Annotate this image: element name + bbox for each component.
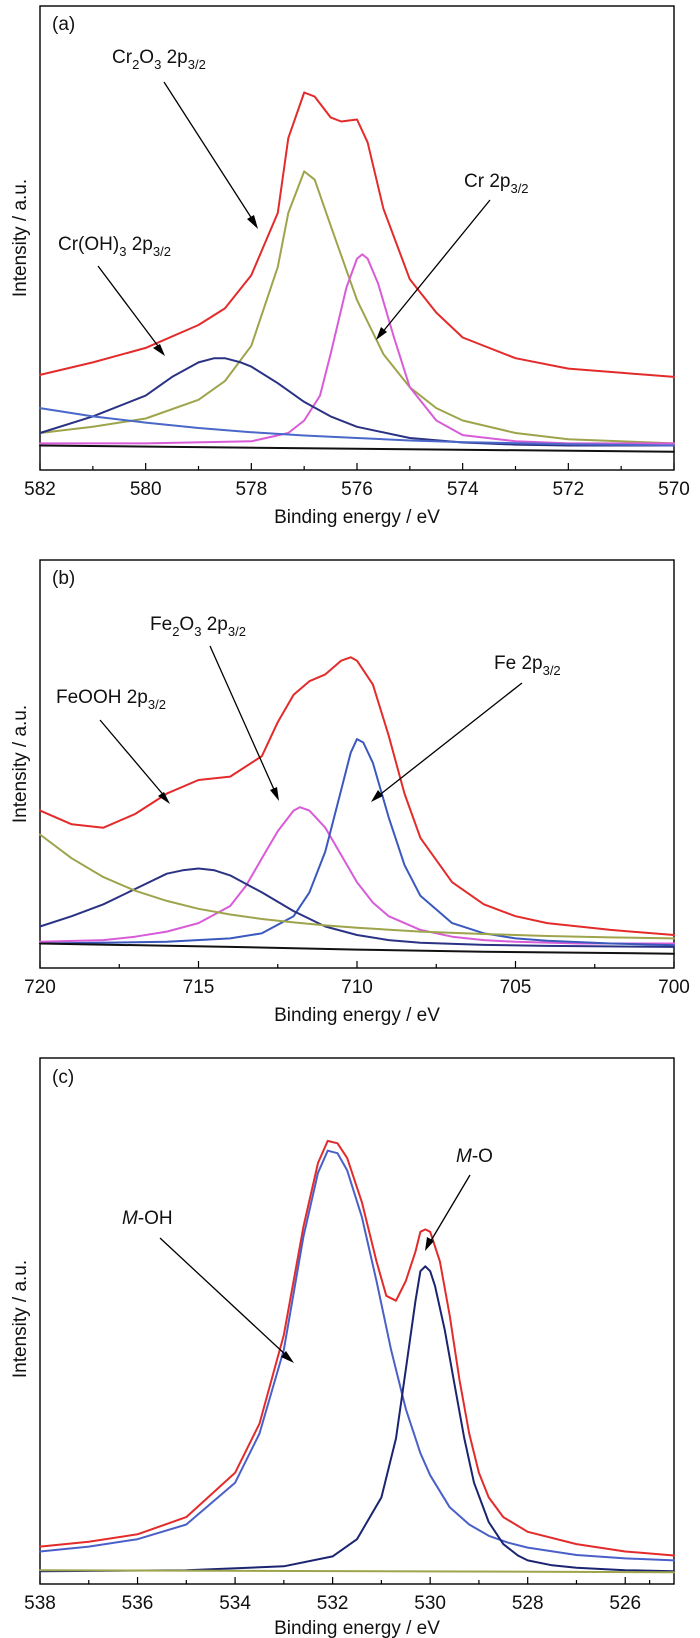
panel-a-x-tick-label: 570 <box>658 479 690 500</box>
arrow-m-o <box>428 1174 471 1245</box>
arrow-cr2o3 <box>163 81 255 223</box>
panel-c-x-tick-label: 532 <box>317 1593 349 1614</box>
panel-a-series-cr2o3 <box>39 170 675 445</box>
panel-a-series-cr-metal <box>39 253 675 445</box>
panel-a-ylabel: Intensity / a.u. <box>10 179 31 297</box>
panel-c-x-tick-label: 536 <box>122 1593 154 1614</box>
panel-c: (c) Intensity / a.u. Binding energy / eV… <box>10 1057 675 1638</box>
panel-c-x-tick-label: 528 <box>512 1593 544 1614</box>
panel-b-series-background <box>39 942 675 955</box>
arrowhead-feooh <box>158 792 170 804</box>
panel-c-x-tick-label: 530 <box>414 1593 446 1614</box>
panel-a-x-tick-label: 582 <box>24 479 56 500</box>
panel-b-ylabel: Intensity / a.u. <box>10 705 31 823</box>
arrowhead-fe-metal <box>371 790 383 802</box>
arrowhead-m-oh <box>281 1351 294 1363</box>
panel-b-series-olive-component <box>39 833 675 940</box>
panel-b-series-feooh <box>39 867 675 948</box>
annotation-croh3: Cr(OH)3 2p3/2 <box>58 234 171 259</box>
panel-c-series-background <box>39 1569 675 1574</box>
panel-b-series-fe-metal <box>39 738 675 947</box>
panel-c-x-tick-label: 526 <box>609 1593 641 1614</box>
panel-a-series-background <box>39 444 675 453</box>
panel-b-x-tick-label: 710 <box>341 977 373 998</box>
panel-b-series-fe2o3 <box>39 806 675 945</box>
panel-a: (a) Intensity / a.u. Binding energy / eV… <box>10 5 690 528</box>
arrowhead-cr-metal <box>376 327 387 340</box>
panel-a-series-envelope <box>39 91 675 378</box>
annotation-feooh: FeOOH 2p3/2 <box>56 687 166 712</box>
panel-a-x-tick-label: 578 <box>235 479 267 500</box>
panel-c-label: (c) <box>52 1067 74 1088</box>
panel-b-x-tick-label: 700 <box>658 977 690 998</box>
arrowhead-m-o <box>425 1237 434 1251</box>
panel-c-series-envelope <box>39 1139 675 1557</box>
annotation-m-o: M-O <box>456 1146 493 1167</box>
panel-c-ticks: 538 536 534 532 530 528 526 <box>24 1577 651 1614</box>
arrow-fe-metal <box>376 682 523 798</box>
panel-a-x-tick-label: 580 <box>130 479 162 500</box>
panel-c-series-m-oh <box>39 1149 675 1562</box>
panel-a-x-tick-label: 572 <box>552 479 584 500</box>
panel-c-ylabel: Intensity / a.u. <box>10 1260 31 1378</box>
panel-a-ticks: 582 580 578 576 574 572 570 <box>24 463 690 500</box>
panel-b-label: (b) <box>52 568 75 589</box>
annotation-cr-metal: Cr 2p3/2 <box>464 171 529 196</box>
panel-b-ticks: 720 715 710 705 700 <box>24 961 690 998</box>
panel-b: (b) Intensity / a.u. Binding energy / eV… <box>10 559 690 1026</box>
panel-c-x-tick-label: 534 <box>219 1593 251 1614</box>
panel-a-x-tick-label: 576 <box>341 479 373 500</box>
arrow-croh3 <box>97 265 162 351</box>
arrow-fe2o3 <box>209 645 277 795</box>
panel-c-series-m-o <box>39 1265 675 1573</box>
arrowhead-cr2o3 <box>247 215 258 229</box>
arrow-m-oh <box>159 1237 289 1358</box>
panel-a-series-croh3 <box>39 357 675 447</box>
panel-a-xlabel: Binding energy / eV <box>274 507 440 528</box>
annotation-fe2o3: Fe2O3 2p3/2 <box>150 614 246 639</box>
panel-a-label: (a) <box>52 14 75 35</box>
panel-b-series-envelope <box>39 656 675 936</box>
annotation-fe-metal: Fe 2p3/2 <box>494 653 561 678</box>
panel-a-x-tick-label: 574 <box>447 479 479 500</box>
panel-c-x-tick-label: 538 <box>24 1593 56 1614</box>
arrow-feooh <box>99 719 167 799</box>
panel-b-x-tick-label: 720 <box>24 977 56 998</box>
panel-b-xlabel: Binding energy / eV <box>274 1005 440 1026</box>
panel-b-frame <box>39 559 675 969</box>
annotation-cr2o3: Cr2O3 2p3/2 <box>112 47 206 72</box>
annotation-m-oh: M-OH <box>122 1208 173 1229</box>
arrowhead-fe2o3 <box>270 787 279 801</box>
panel-b-x-tick-label: 715 <box>183 977 215 998</box>
panel-c-xlabel: Binding energy / eV <box>274 1618 440 1638</box>
panel-b-x-tick-label: 705 <box>500 977 532 998</box>
panel-a-series-blue-component <box>39 407 675 447</box>
arrowhead-croh3 <box>153 344 165 356</box>
arrow-cr-metal <box>380 199 491 335</box>
panel-c-frame <box>39 1057 675 1585</box>
